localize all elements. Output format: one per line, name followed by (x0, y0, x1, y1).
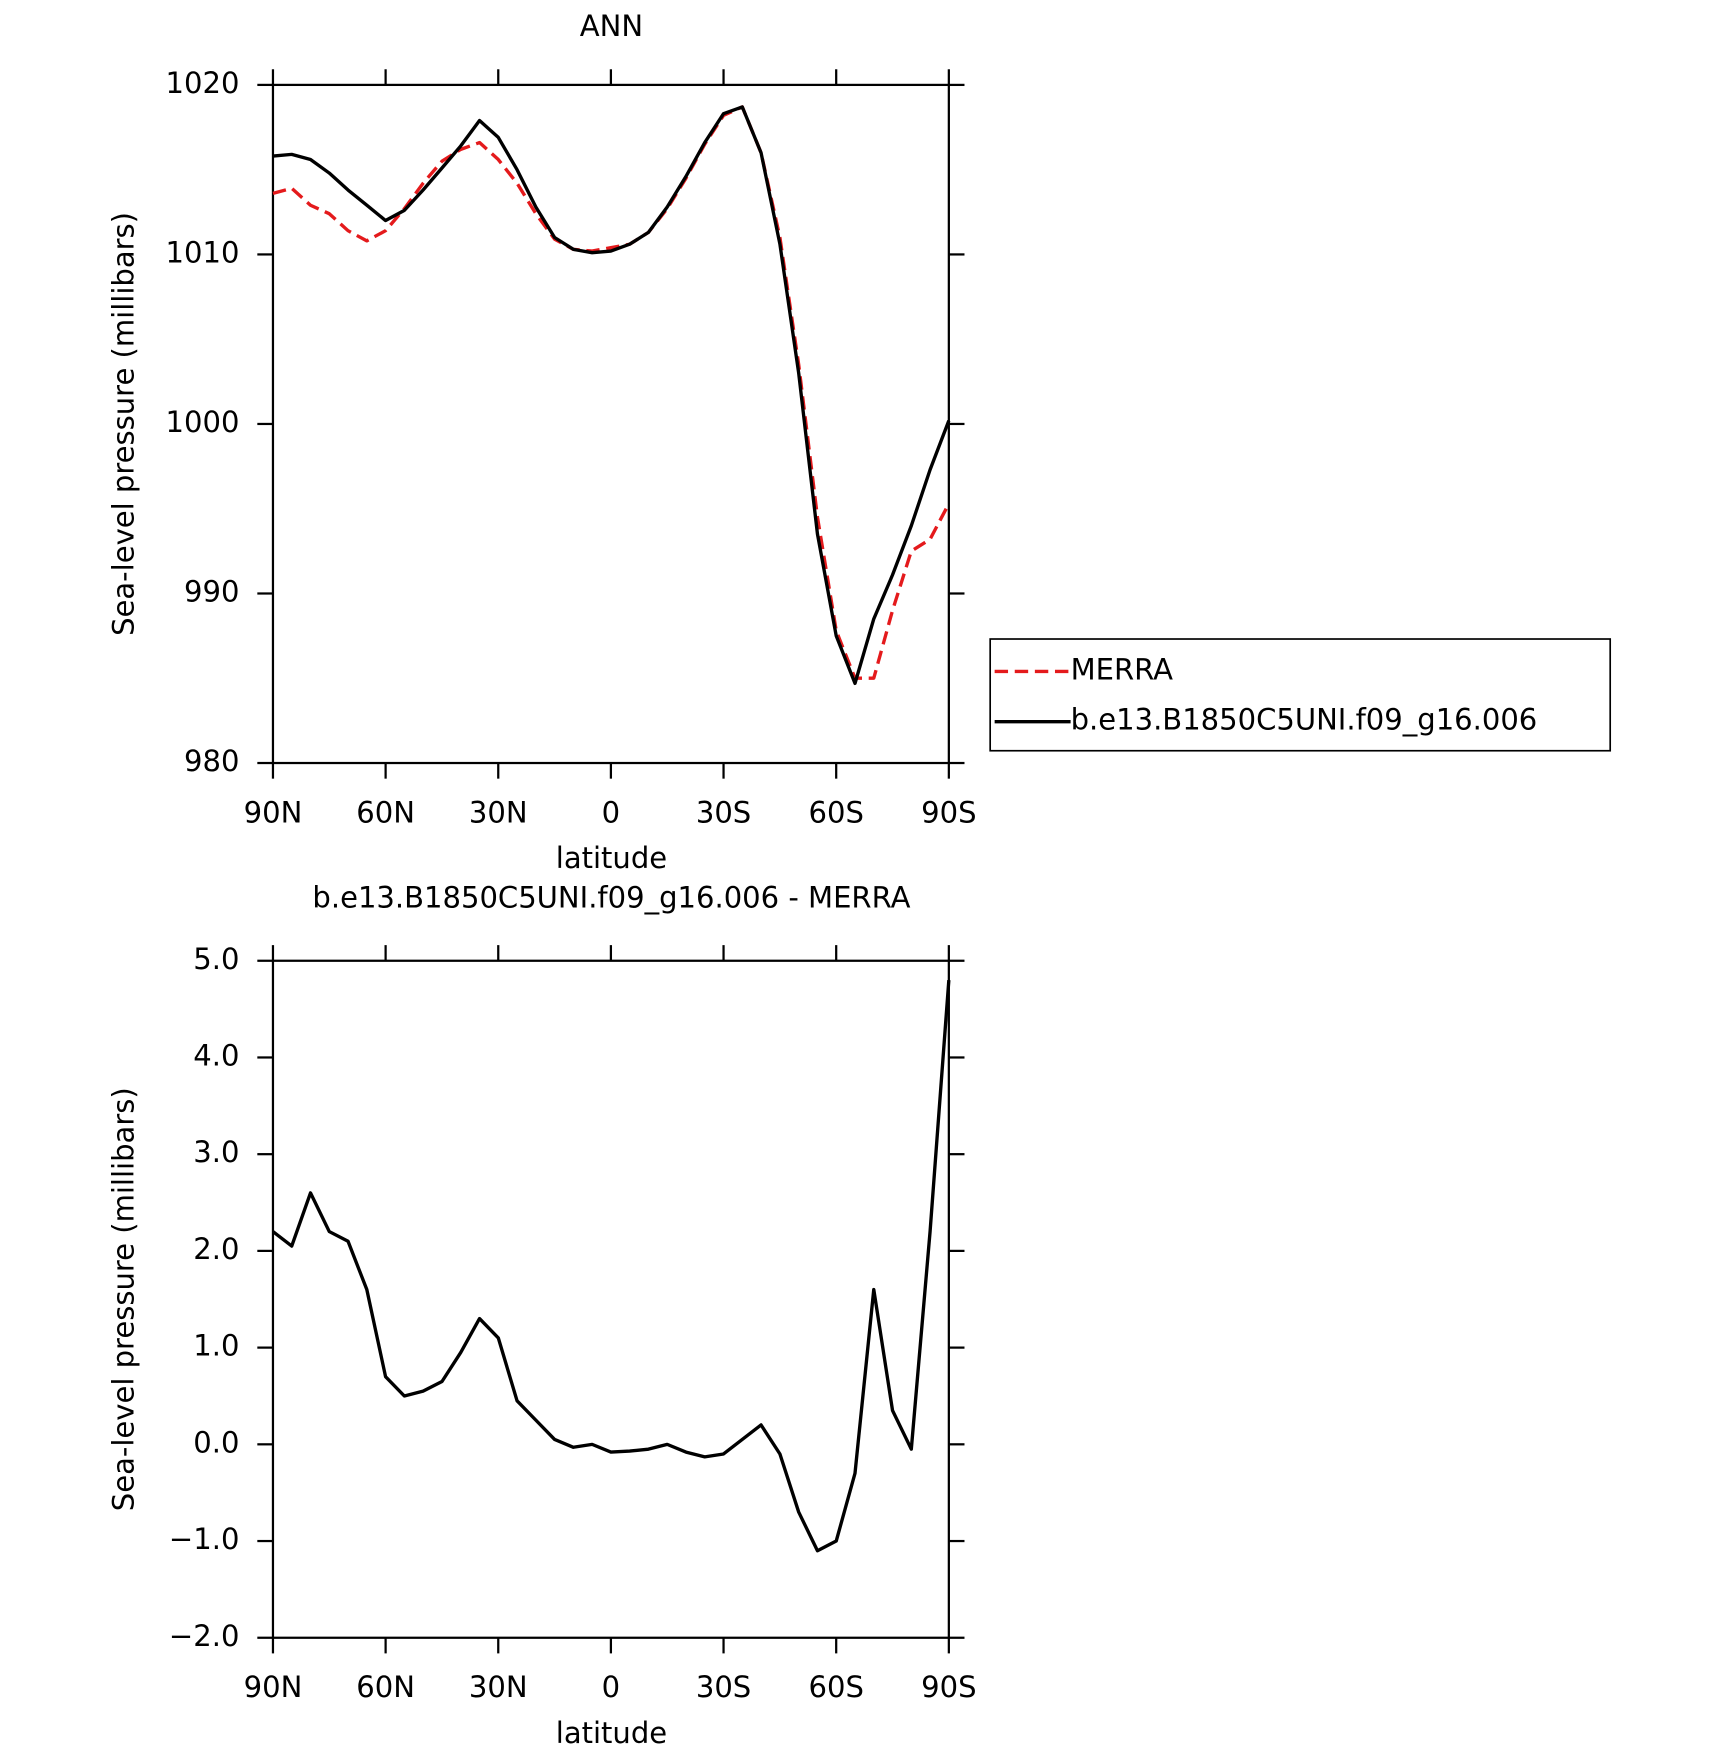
legend-box (989, 638, 1612, 752)
x-axis-label: latitude (556, 1716, 667, 1745)
y-tick-label: 5.0 (193, 942, 239, 976)
x-tick-label: 90S (921, 795, 976, 829)
y-tick-label: 3.0 (193, 1135, 239, 1169)
y-axis-label: Sea-level pressure (millibars) (106, 212, 140, 636)
y-tick-label: 1010 (166, 235, 240, 269)
y-tick-label: 1020 (166, 66, 240, 100)
y-tick-label: −2.0 (169, 1619, 240, 1653)
y-tick-label: 1000 (166, 405, 240, 439)
x-tick-label: 0 (602, 795, 620, 829)
x-tick-label: 60N (356, 795, 415, 829)
y-tick-label: 2.0 (193, 1232, 239, 1266)
chart-title: ANN (580, 9, 643, 43)
x-tick-label: 60S (809, 795, 864, 829)
x-tick-label: 0 (602, 1670, 620, 1704)
y-tick-label: 0.0 (193, 1425, 239, 1459)
plot-frame (271, 959, 950, 1639)
y-axis-label: Sea-level pressure (millibars) (106, 1087, 140, 1511)
chart-title: b.e13.B1850C5UNI.f09_g16.006 - MERRA (312, 880, 910, 914)
y-tick-label: −1.0 (169, 1522, 240, 1556)
y-tick-label: 4.0 (193, 1038, 239, 1072)
x-tick-label: 90N (244, 795, 303, 829)
legend-label: b.e13.B1850C5UNI.f09_g16.006 (1071, 703, 1538, 737)
legend-label: MERRA (1071, 652, 1174, 686)
x-tick-label: 30N (469, 795, 528, 829)
data-line (271, 979, 951, 1553)
data-line (272, 105, 951, 686)
x-tick-label: 30S (696, 795, 751, 829)
y-tick-label: 1.0 (193, 1329, 239, 1363)
y-tick-label: 980 (184, 744, 239, 778)
x-tick-label: 90N (244, 1670, 303, 1704)
x-tick-label: 60N (356, 1670, 415, 1704)
x-axis-label: latitude (556, 841, 667, 875)
data-line (272, 105, 951, 680)
x-tick-label: 30S (696, 1670, 751, 1704)
x-tick-label: 60S (809, 1670, 864, 1704)
y-tick-label: 990 (184, 574, 239, 608)
x-tick-label: 90S (921, 1670, 976, 1704)
x-tick-label: 30N (469, 1670, 528, 1704)
